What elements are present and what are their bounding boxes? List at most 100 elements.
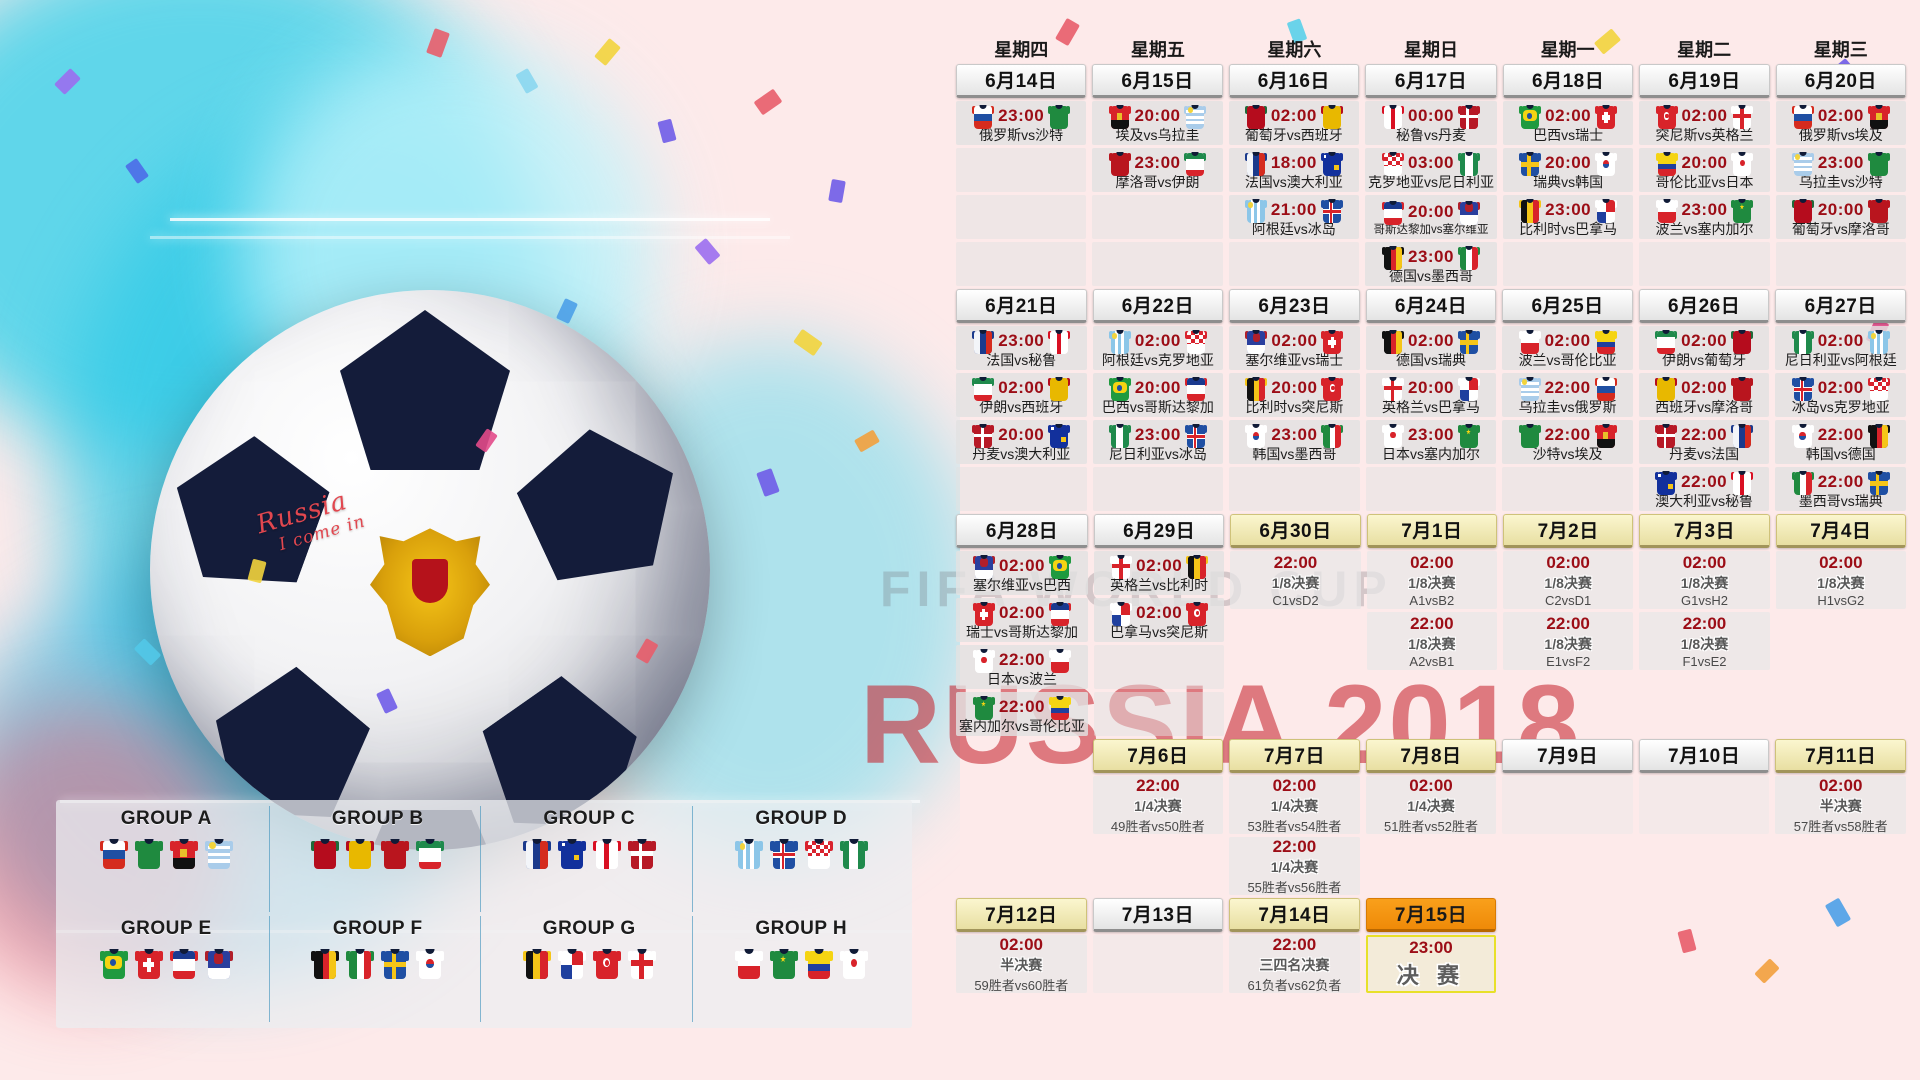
- match-cell[interactable]: 02:00 葡萄牙vs西班牙: [1228, 101, 1359, 145]
- group-card[interactable]: GROUP G: [487, 916, 693, 1022]
- date-header[interactable]: 7月8日: [1365, 739, 1497, 773]
- match-cell[interactable]: 02:00 伊朗vs西班牙: [956, 373, 1087, 417]
- knockout-match-cell[interactable]: 22:00 1/8决赛 F1vsE2: [1639, 612, 1770, 670]
- date-header[interactable]: 7月7日: [1229, 739, 1360, 773]
- date-header[interactable]: 6月23日: [1229, 289, 1360, 323]
- match-cell[interactable]: 20:00 英格兰vs巴拿马: [1365, 373, 1497, 417]
- knockout-match-cell[interactable]: 02:00 1/4决赛 53胜者vs54胜者: [1229, 776, 1360, 834]
- final-match-cell[interactable]: 23:00 决 赛: [1365, 935, 1497, 993]
- knockout-match-cell[interactable]: 02:00 1/8决赛 C2vsD1: [1502, 551, 1634, 609]
- match-cell[interactable]: 22:00 韩国vs德国: [1775, 420, 1906, 464]
- group-card[interactable]: GROUP D: [699, 806, 905, 912]
- match-cell[interactable]: 18:00 法国vs澳大利亚: [1228, 148, 1359, 192]
- date-header[interactable]: 6月15日: [1092, 64, 1223, 98]
- match-cell[interactable]: 02:00 冰岛vs克罗地亚: [1775, 373, 1906, 417]
- date-header[interactable]: 7月2日: [1502, 514, 1634, 548]
- knockout-match-cell[interactable]: 02:00 1/8决赛 A1vsB2: [1366, 551, 1497, 609]
- match-cell[interactable]: 22:00 墨西哥vs瑞典: [1775, 467, 1906, 511]
- date-header[interactable]: 7月1日: [1366, 514, 1497, 548]
- date-header[interactable]: 7月12日: [956, 898, 1087, 932]
- match-cell[interactable]: 22:00 乌拉圭vs俄罗斯: [1502, 373, 1633, 417]
- match-cell[interactable]: 22:00 澳大利亚vs秘鲁: [1638, 467, 1770, 511]
- knockout-match-cell[interactable]: 02:00 1/8决赛 H1vsG2: [1775, 551, 1906, 609]
- match-cell[interactable]: 23:00 乌拉圭vs沙特: [1775, 148, 1906, 192]
- date-header[interactable]: 6月29日: [1094, 514, 1225, 548]
- knockout-match-cell[interactable]: 22:00 1/4决赛 49胜者vs50胜者: [1092, 776, 1224, 834]
- date-header[interactable]: 7月13日: [1092, 898, 1224, 932]
- match-cell[interactable]: 23:00 法国vs秘鲁: [956, 326, 1087, 370]
- match-cell[interactable]: 02:00 巴西vs瑞士: [1502, 101, 1634, 145]
- match-cell[interactable]: 23:00 波兰vs塞内加尔: [1639, 195, 1770, 239]
- date-header[interactable]: 6月30日: [1230, 514, 1361, 548]
- date-header[interactable]: 6月28日: [956, 514, 1088, 548]
- group-card[interactable]: GROUP H: [699, 916, 905, 1022]
- date-header[interactable]: 6月16日: [1228, 64, 1359, 98]
- match-cell[interactable]: 21:00 阿根廷vs冰岛: [1228, 195, 1359, 239]
- match-cell[interactable]: 02:00 阿根廷vs克罗地亚: [1092, 326, 1224, 370]
- group-card[interactable]: GROUP F: [276, 916, 481, 1022]
- match-cell[interactable]: 20:00 哥斯达黎加vs塞尔维亚: [1364, 195, 1497, 239]
- match-cell[interactable]: 02:00 西班牙vs摩洛哥: [1638, 373, 1770, 417]
- date-header[interactable]: 7月10日: [1638, 739, 1770, 773]
- match-cell[interactable]: 20:00 葡萄牙vs摩洛哥: [1775, 195, 1906, 239]
- match-cell[interactable]: 20:00 巴西vs哥斯达黎加: [1092, 373, 1224, 417]
- knockout-match-cell[interactable]: 02:00 半决赛 59胜者vs60胜者: [956, 935, 1087, 993]
- date-header[interactable]: 7月11日: [1775, 739, 1906, 773]
- date-header[interactable]: 6月18日: [1502, 64, 1634, 98]
- match-cell[interactable]: 20:00 比利时vs突尼斯: [1229, 373, 1360, 417]
- match-cell[interactable]: 22:00 日本vs波兰: [956, 645, 1088, 689]
- group-card[interactable]: GROUP E: [64, 916, 270, 1022]
- knockout-match-cell[interactable]: 22:00 1/8决赛 E1vsF2: [1502, 612, 1634, 670]
- date-header[interactable]: 7月3日: [1639, 514, 1770, 548]
- group-card[interactable]: GROUP C: [487, 806, 693, 912]
- date-header[interactable]: 6月20日: [1775, 64, 1906, 98]
- match-cell[interactable]: 22:00 塞内加尔vs哥伦比亚: [956, 692, 1088, 736]
- match-cell[interactable]: 23:00 尼日利亚vs冰岛: [1092, 420, 1224, 464]
- group-card[interactable]: GROUP A: [64, 806, 270, 912]
- match-cell[interactable]: 23:00 俄罗斯vs沙特: [956, 101, 1087, 145]
- match-cell[interactable]: 03:00 克罗地亚vs尼日利亚: [1364, 148, 1497, 192]
- date-header[interactable]: 6月25日: [1502, 289, 1633, 323]
- match-cell[interactable]: 23:00 摩洛哥vs伊朗: [1092, 148, 1223, 192]
- match-cell[interactable]: 02:00 巴拿马vs突尼斯: [1094, 598, 1225, 642]
- match-cell[interactable]: 02:00 塞尔维亚vs瑞士: [1229, 326, 1360, 370]
- date-header[interactable]: 6月17日: [1364, 64, 1497, 98]
- match-cell[interactable]: 02:00 波兰vs哥伦比亚: [1502, 326, 1633, 370]
- match-cell[interactable]: 22:00 沙特vs埃及: [1502, 420, 1633, 464]
- date-header[interactable]: 6月26日: [1638, 289, 1770, 323]
- date-header[interactable]: 6月27日: [1775, 289, 1906, 323]
- match-cell[interactable]: 02:00 瑞士vs哥斯达黎加: [956, 598, 1088, 642]
- knockout-match-cell[interactable]: 22:00 1/8决赛 A2vsB1: [1366, 612, 1497, 670]
- match-cell[interactable]: 23:00 韩国vs墨西哥: [1229, 420, 1360, 464]
- match-cell[interactable]: 02:00 德国vs瑞典: [1365, 326, 1497, 370]
- date-header[interactable]: 6月14日: [956, 64, 1087, 98]
- date-header[interactable]: 7月15日: [1365, 898, 1497, 932]
- date-header[interactable]: 6月24日: [1365, 289, 1497, 323]
- match-cell[interactable]: 23:00 德国vs墨西哥: [1364, 242, 1497, 286]
- date-header[interactable]: 7月6日: [1092, 739, 1224, 773]
- match-cell[interactable]: 02:00 伊朗vs葡萄牙: [1638, 326, 1770, 370]
- match-cell[interactable]: 02:00 塞尔维亚vs巴西: [956, 551, 1088, 595]
- knockout-match-cell[interactable]: 22:00 1/8决赛 C1vsD2: [1230, 551, 1361, 609]
- knockout-match-cell[interactable]: 02:00 1/4决赛 51胜者vs52胜者: [1365, 776, 1497, 834]
- date-header[interactable]: 7月4日: [1775, 514, 1906, 548]
- date-header[interactable]: 7月14日: [1229, 898, 1360, 932]
- match-cell[interactable]: 02:00 尼日利亚vs阿根廷: [1775, 326, 1906, 370]
- match-cell[interactable]: 00:00 秘鲁vs丹麦: [1364, 101, 1497, 145]
- date-header[interactable]: 6月22日: [1092, 289, 1224, 323]
- match-cell[interactable]: 02:00 英格兰vs比利时: [1094, 551, 1225, 595]
- match-cell[interactable]: 20:00 哥伦比亚vs日本: [1639, 148, 1770, 192]
- knockout-match-cell[interactable]: 02:00 半决赛 57胜者vs58胜者: [1775, 776, 1906, 834]
- date-header[interactable]: 7月9日: [1502, 739, 1633, 773]
- knockout-match-cell[interactable]: 02:00 1/8决赛 G1vsH2: [1639, 551, 1770, 609]
- match-cell[interactable]: 23:00 比利时vs巴拿马: [1502, 195, 1634, 239]
- match-cell[interactable]: 20:00 埃及vs乌拉圭: [1092, 101, 1223, 145]
- date-header[interactable]: 6月19日: [1639, 64, 1770, 98]
- match-cell[interactable]: 20:00 丹麦vs澳大利亚: [956, 420, 1087, 464]
- match-cell[interactable]: 20:00 瑞典vs韩国: [1502, 148, 1634, 192]
- knockout-match-cell[interactable]: 22:00 三四名决赛 61负者vs62负者: [1229, 935, 1360, 993]
- date-header[interactable]: 6月21日: [956, 289, 1087, 323]
- match-cell[interactable]: 23:00 日本vs塞内加尔: [1365, 420, 1497, 464]
- group-card[interactable]: GROUP B: [276, 806, 481, 912]
- match-cell[interactable]: 22:00 丹麦vs法国: [1638, 420, 1770, 464]
